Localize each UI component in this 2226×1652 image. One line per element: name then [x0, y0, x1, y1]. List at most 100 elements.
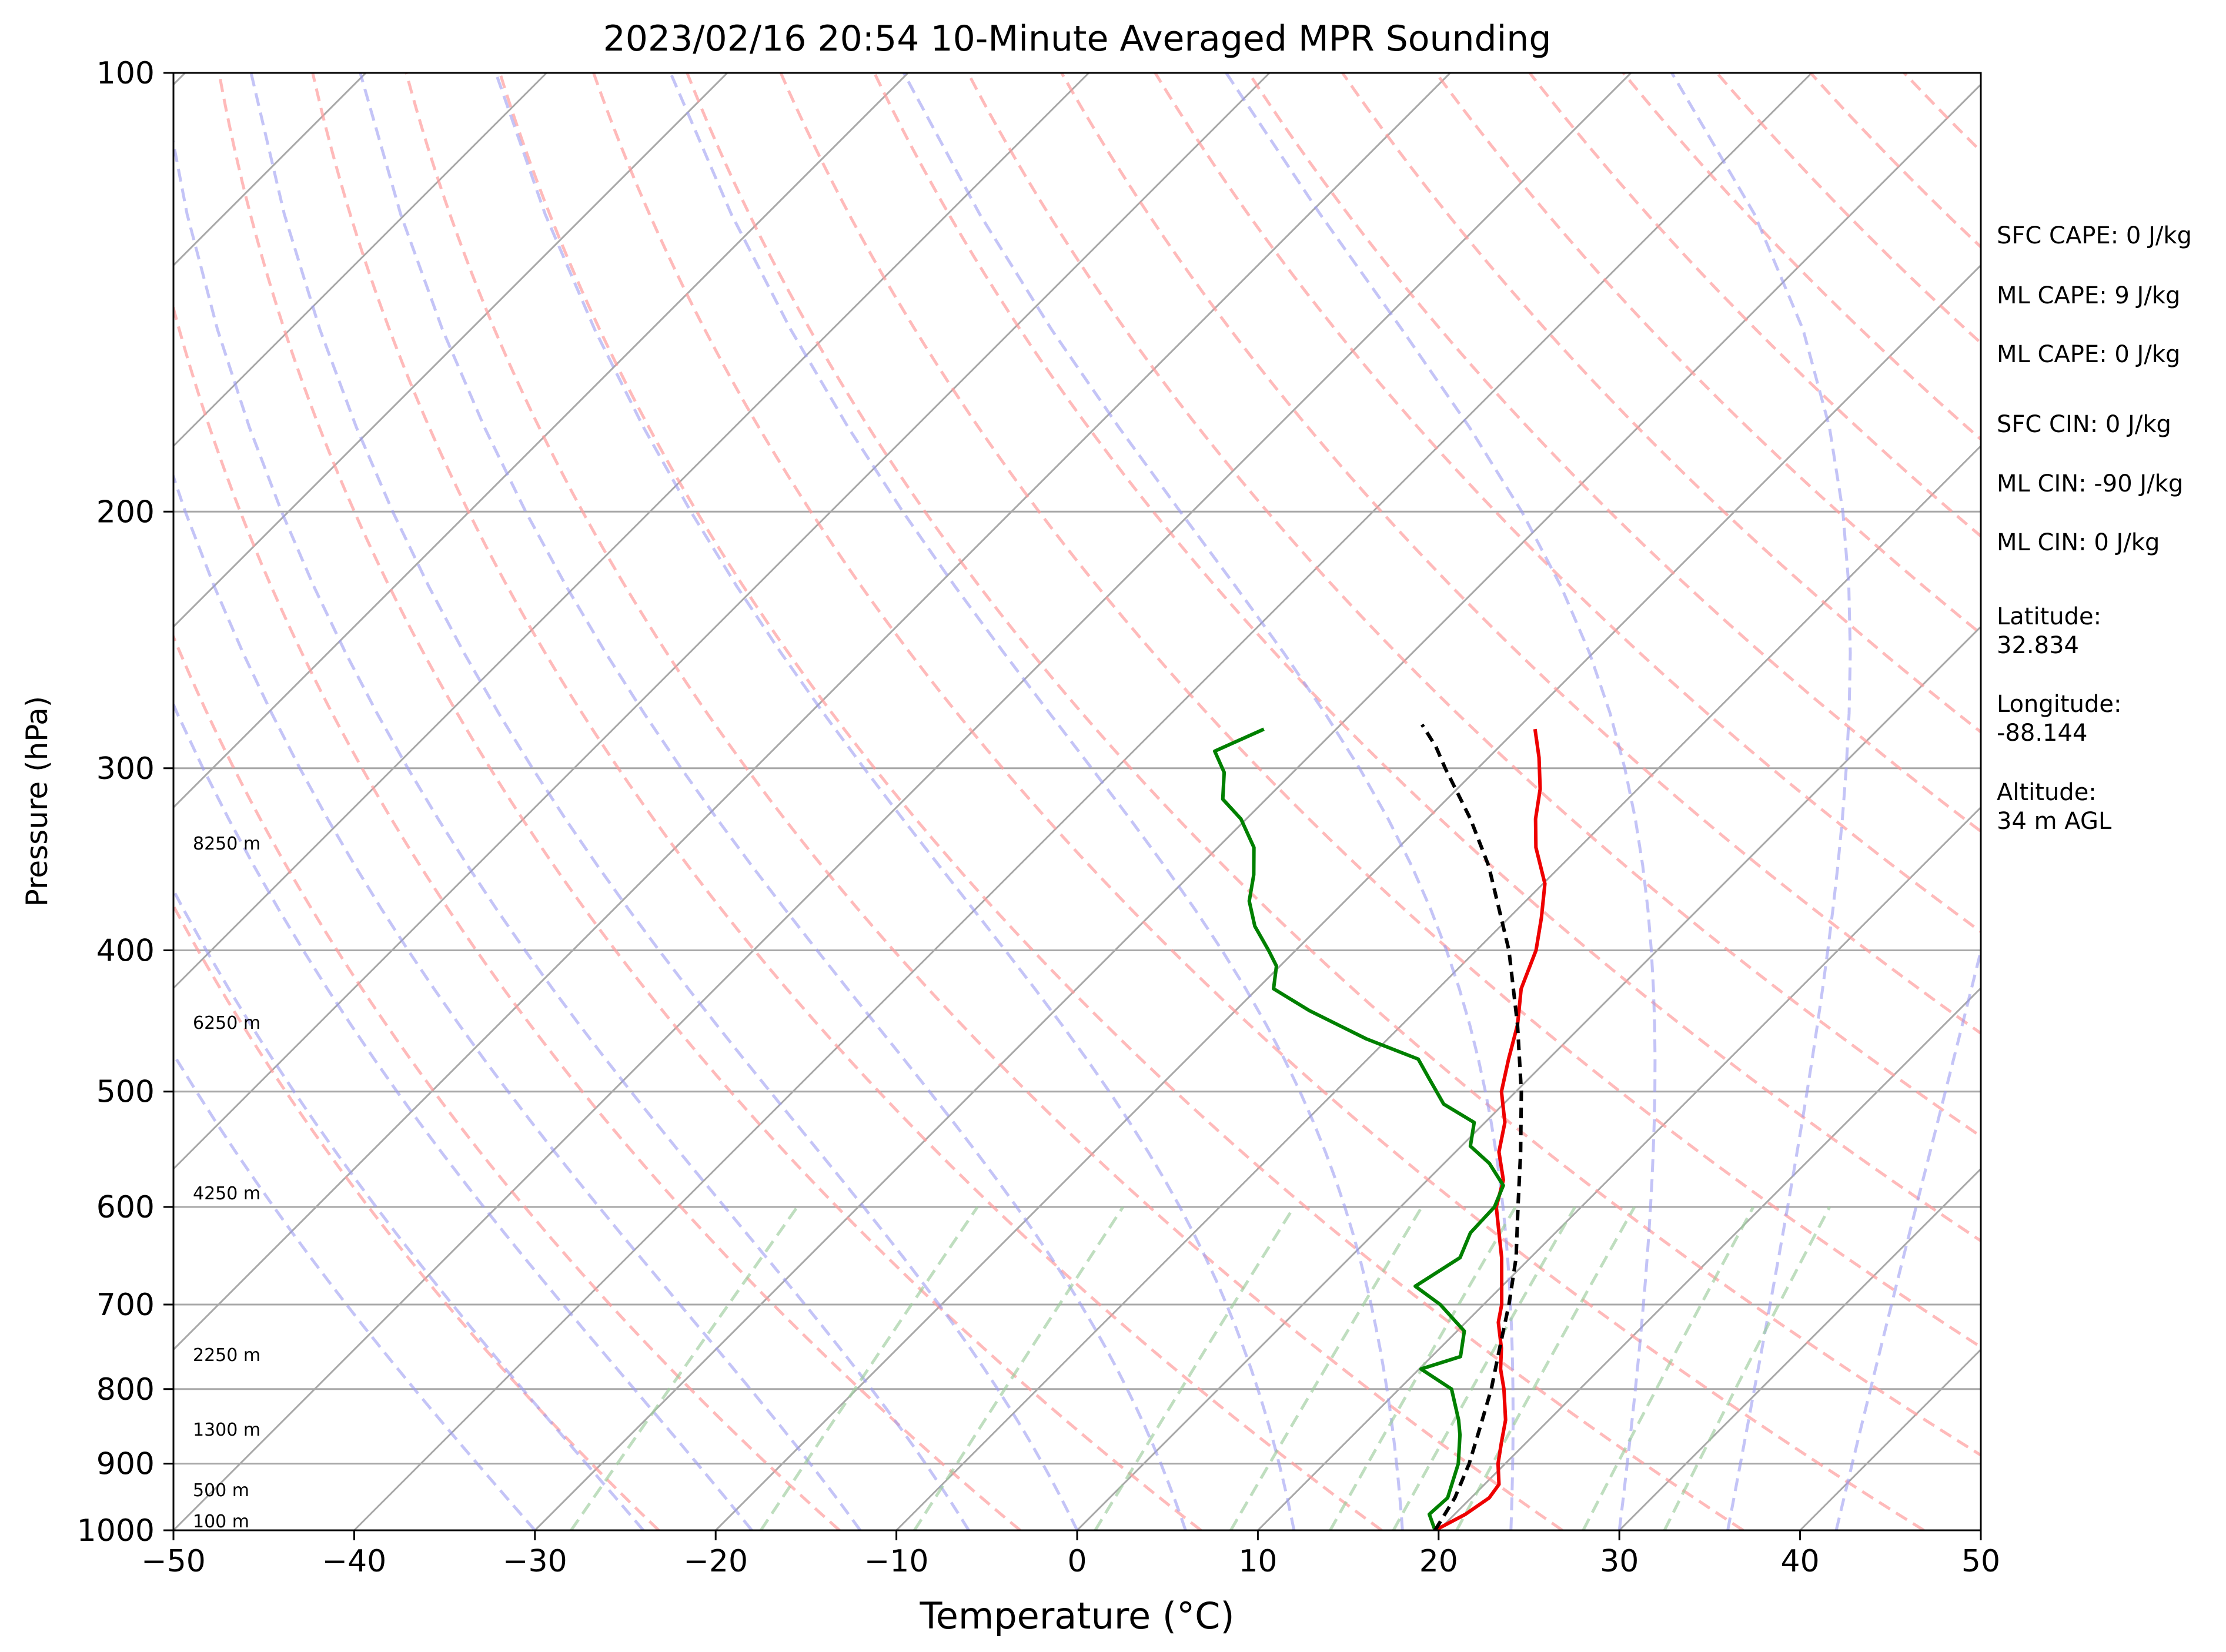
sounding-info-text: ML CIN: 0 J/kg — [1997, 529, 2160, 556]
mixing-ratio-line — [1392, 1206, 1576, 1530]
height-label: 2250 m — [193, 1345, 260, 1366]
dry-adiabat-line — [173, 633, 841, 1530]
isotherm-line — [173, 73, 909, 809]
moist-adiabat-line — [1225, 73, 1657, 1530]
isotherm-line — [1076, 625, 1981, 1530]
isotherm-line — [715, 264, 1981, 1530]
moist-adiabat-line — [173, 1051, 536, 1530]
height-label: 6250 m — [193, 1013, 260, 1034]
sounding-info-text: ML CAPE: 0 J/kg — [1997, 341, 2180, 368]
sounding-info-text: SFC CIN: 0 J/kg — [1997, 411, 2171, 438]
sounding-info-text: Altitude: — [1997, 779, 2097, 806]
isotherm-line — [1619, 1168, 1981, 1530]
sounding-info-text: ML CAPE: 9 J/kg — [1997, 282, 2180, 309]
dry-adiabat-line — [1154, 73, 1981, 934]
dry-adiabat-line — [1622, 73, 1981, 442]
moist-adiabat-line — [1670, 73, 1852, 1530]
dry-adiabat-line — [1060, 73, 1981, 1035]
moist-adiabat-line — [669, 73, 1404, 1530]
mixing-ratio-line — [1455, 1206, 1636, 1530]
y-tick-label: 300 — [96, 751, 155, 787]
sounding-info-text: 34 m AGL — [1997, 808, 2112, 835]
x-tick-label: 20 — [1419, 1544, 1458, 1579]
sounding-info-text: Latitude: — [1997, 603, 2101, 630]
sounding-info-panel: SFC CAPE: 0 J/kg ML CAPE: 9 J/kg ML CAPE: … — [1997, 222, 2192, 835]
dry-adiabat-line — [1528, 73, 1981, 539]
y-tick-label: 400 — [96, 934, 155, 969]
dry-adiabat-line — [1435, 73, 1981, 636]
sounding-traces — [1213, 723, 1547, 1530]
dry-adiabat-line — [218, 73, 1202, 1530]
dry-adiabat-line — [311, 73, 1383, 1530]
mixing-ratio-line — [913, 1206, 1125, 1530]
isotherm-line — [173, 73, 1451, 1351]
height-labels: 8250 m 6250 m 4250 m 2250 m 1300 m 500 m 100 m — [193, 834, 260, 1532]
sounding-info-text: Longitude: — [1997, 691, 2121, 718]
y-tick-label: 800 — [96, 1372, 155, 1407]
y-tick-label: 700 — [96, 1288, 155, 1323]
moist-adiabat-line — [359, 73, 1187, 1530]
dry-adiabat-line — [779, 73, 1981, 1349]
moist-adiabat-line — [494, 73, 1296, 1530]
moist-adiabat-line — [173, 701, 753, 1530]
y-tick-label: 100 — [96, 56, 155, 91]
sounding-info-text: -88.144 — [1997, 720, 2087, 747]
sounding-info-text: ML CIN: -90 J/kg — [1997, 470, 2183, 497]
temperature-trace — [1434, 728, 1547, 1530]
moist-adiabat-line — [902, 73, 1515, 1530]
moist-adiabat-line — [173, 135, 970, 1530]
mixing-ratio-line — [1663, 1206, 1831, 1530]
x-axis-label: Temperature (°C) — [919, 1594, 1234, 1637]
x-tick-label: 0 — [1067, 1544, 1087, 1579]
x-tick-label: −10 — [864, 1544, 929, 1579]
y-tick-label: 600 — [96, 1190, 155, 1225]
parcel-path-trace — [1421, 723, 1523, 1530]
dry-adiabat-line — [592, 73, 1925, 1530]
isotherm-line — [173, 73, 1271, 1171]
y-tick-label: 900 — [96, 1447, 155, 1482]
y-tick-label: 200 — [96, 494, 155, 530]
dry-adiabat-line — [1247, 73, 1981, 834]
y-tick-label: 500 — [96, 1075, 155, 1110]
dewpoint-trace — [1213, 727, 1505, 1530]
x-tick-label: 10 — [1238, 1544, 1277, 1579]
sounding-info-text: 32.834 — [1997, 632, 2079, 659]
isotherm-line — [173, 73, 728, 628]
moist-adiabat-line — [173, 472, 862, 1530]
x-tick-label: 50 — [1961, 1544, 2000, 1579]
x-tick-label: 40 — [1781, 1544, 1820, 1579]
moist-adiabat-line — [1834, 945, 1981, 1530]
sounding-info-text: SFC CAPE: 0 J/kg — [1997, 222, 2192, 249]
y-axis-label: Pressure (hPa) — [20, 696, 54, 907]
moist-adiabat-line — [173, 887, 645, 1530]
isotherm-line — [353, 73, 1813, 1530]
isotherm-line — [173, 73, 547, 447]
dry-adiabat-line — [173, 302, 1021, 1530]
dry-adiabat-line — [686, 73, 1981, 1457]
axes: −50 −40 −30 −20 −10 0 10 20 30 40 50 100 200 300 400 50… — [77, 56, 2000, 1579]
mixing-ratio-line — [570, 1206, 799, 1530]
isotherm-line — [173, 73, 1089, 989]
x-tick-label: −30 — [503, 1544, 567, 1579]
height-label: 100 m — [193, 1511, 249, 1532]
mixing-ratio-line — [760, 1206, 979, 1530]
height-label: 1300 m — [193, 1420, 260, 1440]
reference-lines — [173, 73, 1981, 1530]
isotherm-line — [895, 444, 1981, 1530]
mixing-ratio-line — [1582, 1206, 1755, 1530]
height-label: 500 m — [193, 1480, 249, 1501]
isotherm-line — [173, 73, 1632, 1530]
mixing-ratio-line — [1229, 1206, 1423, 1530]
height-label: 8250 m — [193, 834, 260, 854]
height-label: 4250 m — [193, 1183, 260, 1204]
dry-adiabat-line — [173, 902, 660, 1530]
mixing-ratio-line — [1094, 1206, 1295, 1530]
x-tick-label: 30 — [1600, 1544, 1639, 1579]
isotherm-line — [1438, 986, 1981, 1530]
chart-title: 2023/02/16 20:54 10-Minute Averaged MPR … — [603, 18, 1552, 59]
x-tick-label: −50 — [141, 1544, 206, 1579]
x-tick-label: −40 — [322, 1544, 387, 1579]
isotherm-line — [534, 83, 1981, 1530]
